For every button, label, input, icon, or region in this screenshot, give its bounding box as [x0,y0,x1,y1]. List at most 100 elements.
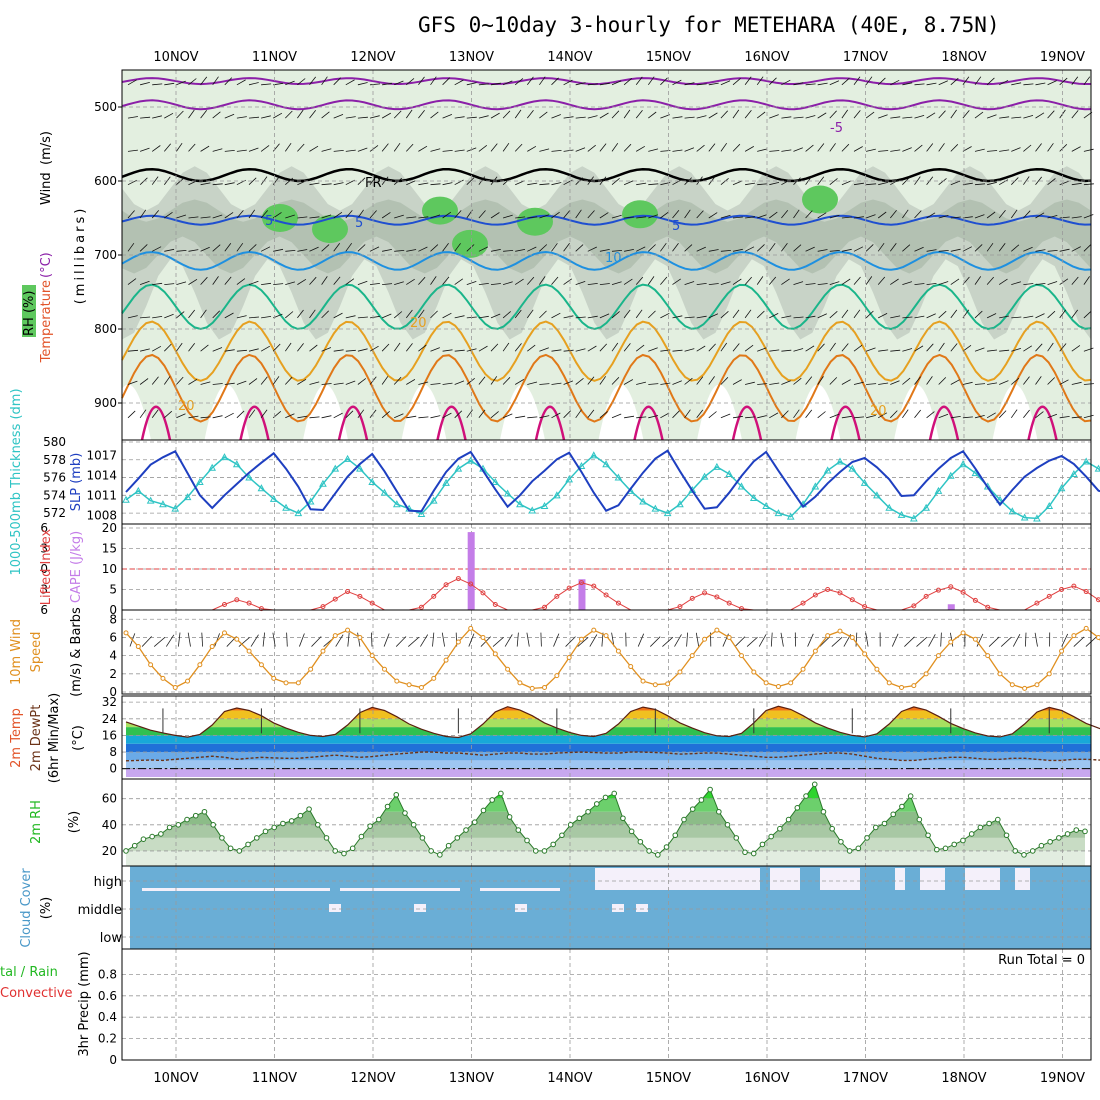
date-label-top: 12NOV [350,50,395,65]
rh-point [471,819,478,825]
precip-run-total: Run Total = 0 [998,953,1085,968]
wind-barb [442,114,453,119]
rh-point [593,801,600,807]
wind-barb [696,246,706,252]
wind-barb [224,182,235,186]
rh-point [227,845,234,852]
wind-point [394,678,400,684]
wind-barb [526,276,535,285]
lifted-point [492,602,498,608]
wind-barb [841,343,849,352]
wind-barb [321,111,330,119]
rh-point [672,832,679,839]
wind-barb [502,110,511,119]
rh-dry-pocket [598,384,644,440]
wind-barb [793,82,804,86]
rh-point [506,814,513,820]
wind10-barb [780,632,784,647]
wind10-barb [540,632,542,647]
wind-barb [696,315,707,319]
rh-point [1003,832,1010,839]
wind10-barb [286,632,288,647]
wind-barb [418,344,427,352]
wind-barb [260,145,270,152]
wind-barb [998,243,1006,252]
wind-barb [1059,77,1068,86]
wind-barb [914,246,924,252]
thickness-point [1082,457,1091,465]
wind-barb [127,349,139,352]
wind10-barb [371,632,373,647]
lifted-point [689,595,695,601]
lifted-point [443,582,449,588]
wind-barb [672,315,683,319]
wind-barb [1023,115,1034,119]
wind-barb [793,116,804,119]
temp-band [126,727,1091,736]
ylabel-rain: tal / Rain [0,965,58,980]
rh-blob [422,196,458,225]
wind-barb [357,409,365,419]
thickness-point [343,454,352,462]
rh-point [733,835,740,841]
wind-barb [551,382,562,385]
wind-barb [442,150,453,152]
wind-point [492,651,498,657]
wind-barb [938,178,947,186]
wind-barb [769,150,780,152]
wind-point [271,675,277,681]
wind-barb [708,343,716,352]
wind-barb [696,376,704,385]
rh-point [332,848,339,854]
wind-barb [648,214,658,219]
rh-point [1029,848,1036,854]
wind-barb [853,381,864,385]
wind-barb [587,376,595,385]
wind-barb [539,183,550,186]
wind10-barb [335,634,344,647]
wind-barb [1083,383,1094,385]
wind-barb [285,250,296,252]
wind-point [517,680,523,686]
wind-barb [309,309,316,319]
wind-barb [333,114,344,119]
wind-barb [781,380,791,385]
wind-barb [611,413,622,419]
wind-barb [999,179,1009,186]
wind-barb [720,342,728,352]
wind-barb [273,248,284,252]
wind-barb [623,343,631,352]
thickness-point [897,510,906,518]
wind-barb [708,411,717,419]
wind10-barb [1000,636,1012,647]
wind-barb [127,149,138,152]
wind-barb [636,182,647,186]
wind10-barb [468,633,475,647]
rh-point [942,845,949,852]
ylabel-thickness: 1000-500mb Thickness (dm) [9,388,24,575]
wind10-barb [262,632,265,647]
wind-barb [333,243,341,252]
thickness-point [971,469,980,477]
wind-barb [841,248,852,252]
wind-barb [502,311,511,319]
lifted-point [418,604,424,610]
wind-barb [152,246,162,252]
ylabel-cloud: Cloud Cover [19,868,34,948]
wind-barb [878,349,889,352]
wind-barb [285,214,295,219]
wind-barb [430,276,437,285]
wind-barb [599,283,610,285]
wind-barb [261,115,271,119]
wind-barb [611,311,620,319]
rh-point [960,837,966,844]
wind-barb [539,347,549,352]
wind-barb [805,409,813,419]
wind-barb [284,142,292,152]
ylabel-temp-unit: (°C) [39,252,54,278]
y-tick-wind: 2 [109,667,117,681]
wind-barb [236,242,244,252]
wind-barb [636,246,646,252]
wind-point [960,630,966,636]
wind-barb [817,313,827,319]
